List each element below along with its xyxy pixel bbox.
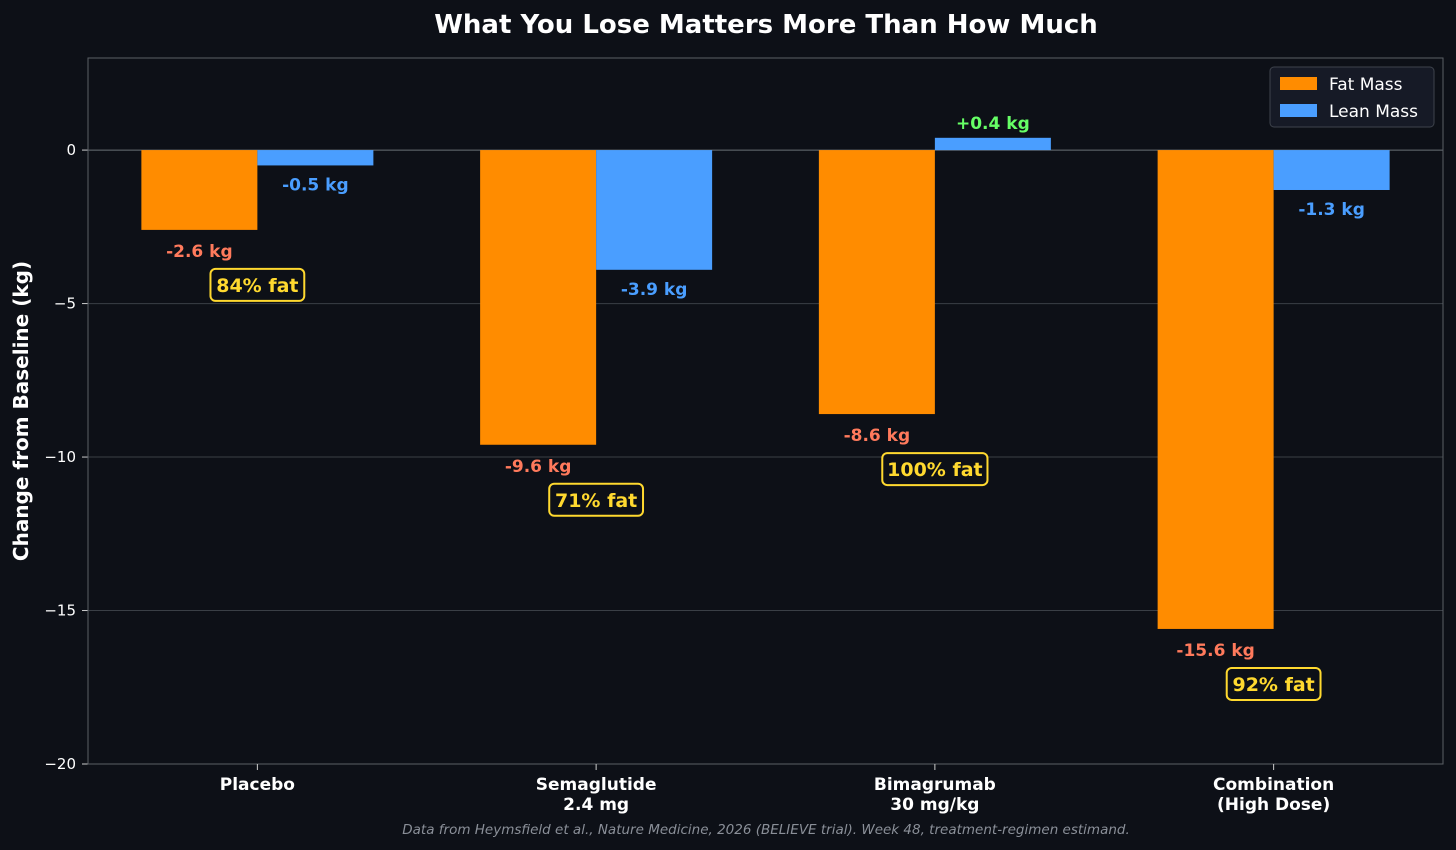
y-axis-label: Change from Baseline (kg) [9, 261, 33, 561]
category-label: Semaglutide [536, 775, 657, 795]
percent-fat-label: 100% fat [887, 459, 982, 481]
lean-value-label: -0.5 kg [282, 175, 349, 195]
percent-fat-box [1225, 666, 1322, 701]
category-label-line2: (High Dose) [1217, 795, 1330, 815]
lean-value-label: -1.3 kg [1298, 200, 1365, 220]
y-tick-label: −10 [44, 448, 76, 466]
y-tick-label: −20 [44, 755, 76, 773]
source-note: Data from Heymsfield et al., Nature Medi… [402, 822, 1130, 838]
bar-fat-mass [1157, 150, 1274, 629]
percent-fat-label: 71% fat [555, 490, 637, 512]
y-tick-label: −5 [54, 295, 76, 313]
data-labels: -2.6 kg -0.5 kg 84% fat -9.6 kg -3.9 kg 71% f… [166, 114, 1365, 701]
fat-value-label: -2.6 kg [166, 242, 233, 262]
bar-lean-mass [934, 137, 1051, 151]
legend-label: Lean Mass [1329, 102, 1418, 122]
bar-fat-mass [818, 150, 935, 415]
bar-lean-mass [257, 150, 374, 166]
y-tick-label: 0 [66, 141, 76, 159]
fat-value-label: -8.6 kg [844, 426, 911, 446]
bar-fat-mass [480, 150, 597, 445]
bars [141, 137, 1390, 629]
y-tick-label: −15 [44, 602, 76, 620]
category-label-line2: 2.4 mg [563, 795, 629, 815]
bar-lean-mass [1273, 150, 1390, 190]
percent-fat-box [209, 267, 306, 302]
lean-value-label: +0.4 kg [956, 114, 1030, 134]
percent-fat-box [548, 482, 645, 517]
legend-swatch-lean [1280, 104, 1317, 117]
legend: Fat Mass Lean Mass [1269, 66, 1435, 128]
legend-label: Fat Mass [1329, 75, 1403, 95]
plot-frame [87, 57, 1444, 765]
percent-fat-box [881, 452, 989, 487]
category-label: Placebo [220, 775, 295, 795]
percent-fat-label: 84% fat [216, 275, 298, 297]
category-label: Combination [1213, 775, 1334, 795]
lean-value-label: -3.9 kg [621, 280, 688, 300]
fat-value-label: -9.6 kg [505, 457, 572, 477]
fat-value-label: -15.6 kg [1176, 641, 1254, 661]
category-label-line2: 30 mg/kg [890, 795, 979, 815]
bar-lean-mass [596, 150, 713, 270]
percent-fat-label: 92% fat [1232, 674, 1314, 696]
category-label: Bimagrumab [874, 775, 996, 795]
chart-title: What You Lose Matters More Than How Much [434, 10, 1098, 40]
bar-fat-mass [141, 150, 258, 230]
legend-swatch-fat [1280, 77, 1317, 90]
